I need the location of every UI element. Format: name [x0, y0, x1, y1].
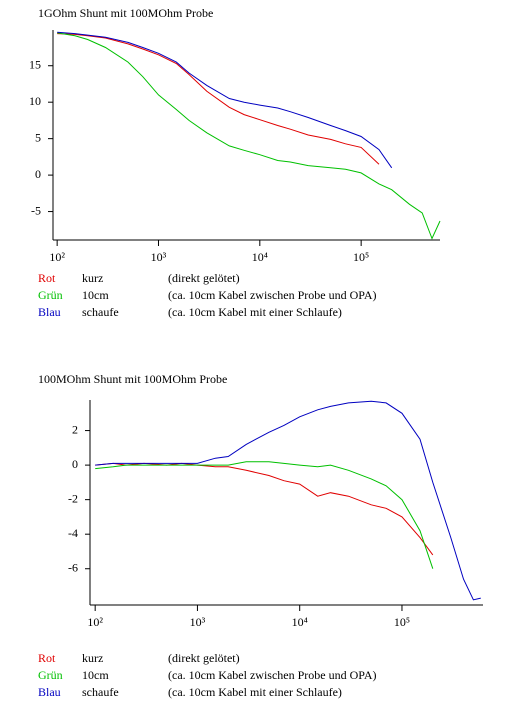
x-tick-label: 10⁴ [252, 250, 268, 264]
y-tick-label: 2 [72, 422, 78, 436]
legend-note: (ca. 10cm Kabel zwischen Probe und OPA) [168, 288, 377, 302]
series-line [57, 32, 441, 240]
legend-cable: kurz [82, 271, 103, 285]
x-tick-label: 10⁴ [292, 615, 308, 629]
y-tick-label: 0 [72, 457, 78, 471]
x-tick-label: 10⁵ [394, 615, 410, 629]
y-tick-label: 15 [29, 57, 41, 71]
x-tick-label: 10² [87, 615, 103, 629]
legend-name: Grün [38, 668, 63, 682]
legend-note: (ca. 10cm Kabel zwischen Probe und OPA) [168, 668, 377, 682]
legend-note: (ca. 10cm Kabel mit einer Schlaufe) [168, 305, 342, 319]
chart-title: 100MOhm Shunt mit 100MOhm Probe [38, 372, 227, 386]
legend-name: Grün [38, 288, 63, 302]
x-tick-label: 10³ [190, 615, 206, 629]
y-tick-label: 10 [29, 94, 41, 108]
legend-name: Rot [38, 651, 56, 665]
y-tick-label: 5 [35, 130, 41, 144]
x-tick-label: 10³ [151, 250, 167, 264]
y-tick-label: -6 [68, 560, 78, 574]
legend-note: (direkt gelötet) [168, 651, 240, 665]
legend-note: (ca. 10cm Kabel mit einer Schlaufe) [168, 685, 342, 699]
y-tick-label: -5 [31, 203, 41, 217]
legend-cable: schaufe [82, 305, 119, 319]
series-line [95, 400, 481, 601]
legend-cable: 10cm [82, 668, 109, 682]
chart-title: 1GOhm Shunt mit 100MOhm Probe [38, 6, 213, 20]
legend-name: Blau [38, 305, 61, 319]
legend-note: (direkt gelötet) [168, 271, 240, 285]
y-tick-label: -4 [68, 526, 78, 540]
legend-cable: kurz [82, 651, 103, 665]
x-tick-label: 10⁵ [353, 250, 369, 264]
y-tick-label: 0 [35, 167, 41, 181]
legend-name: Blau [38, 685, 61, 699]
y-tick-label: -2 [68, 491, 78, 505]
legend-name: Rot [38, 271, 56, 285]
legend-cable: 10cm [82, 288, 109, 302]
series-line [57, 31, 393, 169]
legend-cable: schaufe [82, 685, 119, 699]
x-tick-label: 10² [49, 250, 65, 264]
series-line [95, 462, 434, 556]
series-line [57, 33, 380, 165]
series-line [95, 461, 434, 569]
